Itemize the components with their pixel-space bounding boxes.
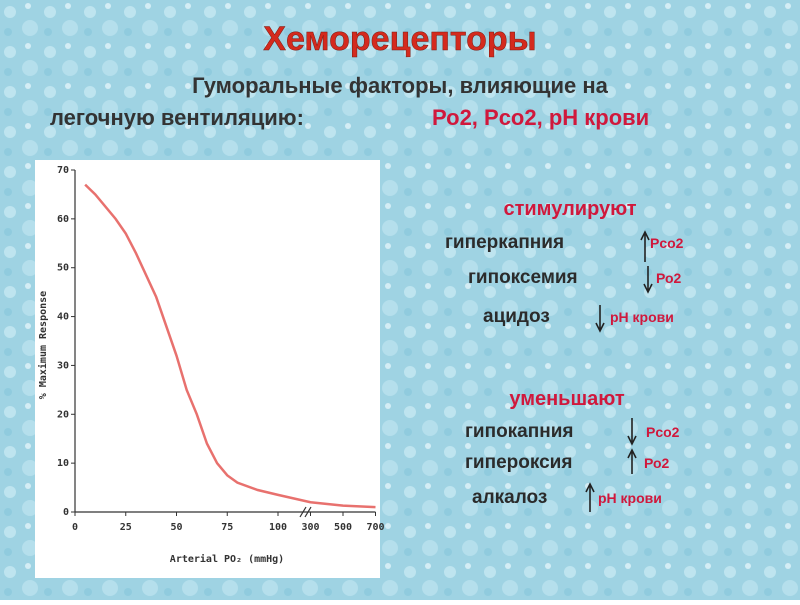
y-tick-label: 60 [57, 214, 69, 225]
item-param: Ро2 [644, 455, 670, 471]
item-param: Ро2 [656, 270, 682, 286]
subtitle-factors: Ро2, Рсо2, рН крови [432, 105, 649, 130]
item-label: гипероксия [465, 452, 572, 473]
heading: стимулируют [503, 198, 636, 220]
arrow-up [640, 230, 650, 262]
item-label: ацидоз [483, 306, 550, 327]
arrow-down [595, 305, 605, 333]
y-tick-label: 40 [57, 312, 69, 323]
x-tick-label: 100 [269, 522, 287, 533]
chart-background [35, 160, 380, 578]
item-param: рН крови [598, 490, 662, 506]
x-tick-label: 75 [221, 522, 233, 533]
x-tick-label: 50 [170, 522, 182, 533]
item-label: гипоксемия [468, 267, 578, 288]
arrow-up [627, 448, 637, 474]
arrow-down [643, 266, 653, 294]
y-tick-label: 30 [57, 360, 69, 371]
x-axis-label: Arterial PO₂ (mmHg) [170, 553, 284, 565]
arrow-down [627, 418, 637, 446]
heading: уменьшают [509, 388, 625, 410]
y-axis-label: % Maximum Response [37, 291, 49, 399]
item-label: гипокапния [465, 421, 573, 442]
arrow-up [585, 482, 595, 512]
y-tick-label: 10 [57, 458, 69, 469]
data-line [84, 183, 376, 509]
y-tick-label: 20 [57, 409, 69, 420]
subtitle: Гуморальные факторы, влияющие на [192, 73, 609, 98]
item-label: гиперкапния [445, 232, 564, 253]
x-tick-label: 700 [366, 522, 384, 533]
item-label: алкалоз [472, 487, 547, 508]
subtitle: легочную вентиляцию: [50, 105, 304, 130]
x-tick-label: 0 [72, 522, 78, 533]
y-tick-label: 0 [63, 507, 69, 518]
x-tick-label: 25 [120, 522, 132, 533]
x-tick-label: 300 [301, 522, 319, 533]
item-param: Рсо2 [650, 235, 684, 251]
item-param: рН крови [610, 309, 674, 325]
item-param: Рсо2 [646, 424, 680, 440]
title: Хеморецепторы [263, 20, 536, 58]
y-tick-label: 70 [57, 165, 69, 176]
axis-break [299, 506, 312, 518]
y-tick-label: 50 [57, 263, 69, 274]
x-tick-label: 500 [334, 522, 352, 533]
